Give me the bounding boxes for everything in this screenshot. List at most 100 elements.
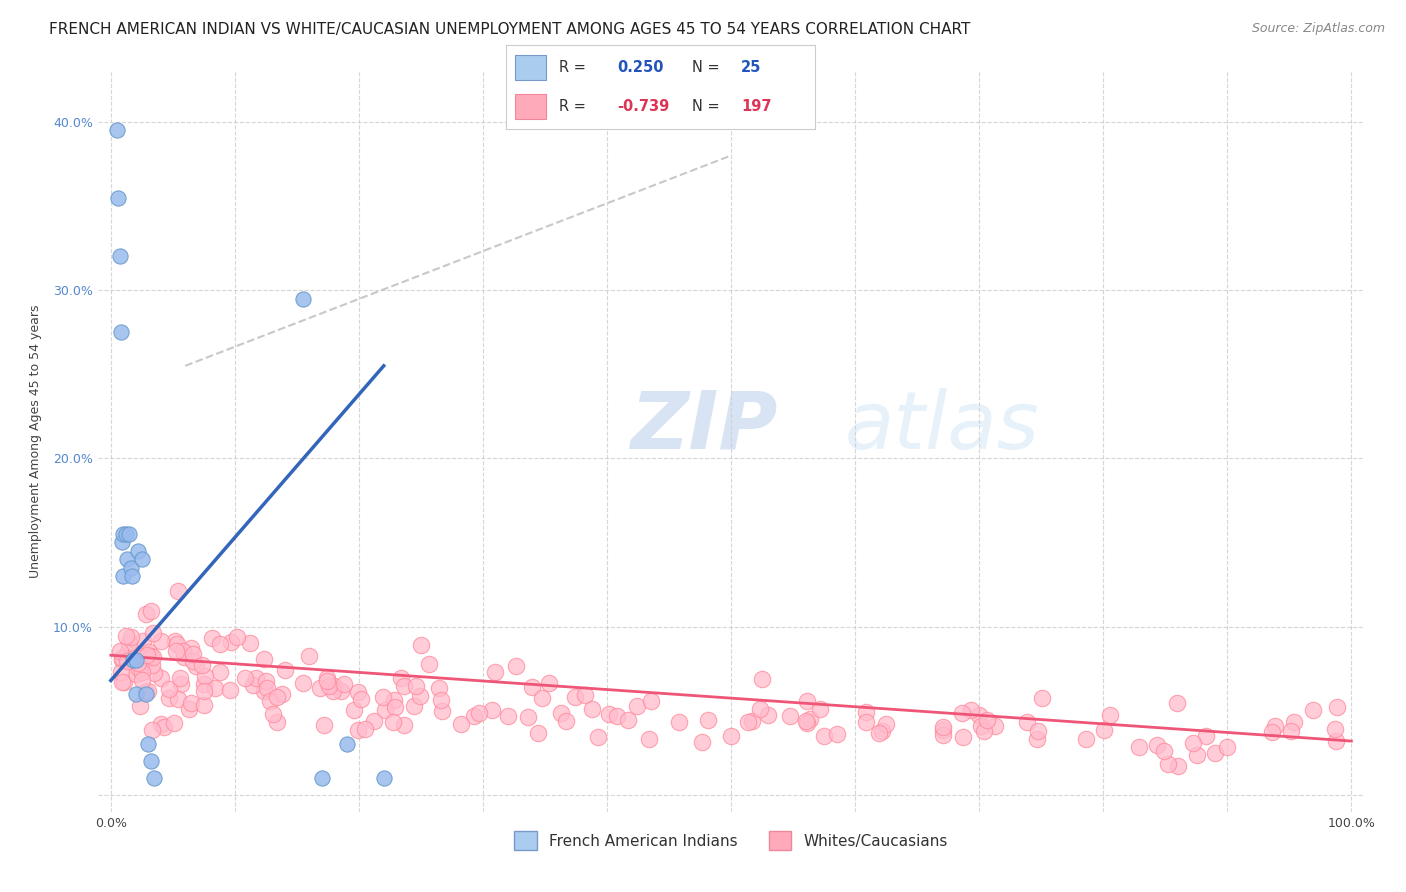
Point bbox=[404, 698, 426, 713]
Text: -0.739: -0.739 bbox=[617, 99, 669, 114]
Point bbox=[617, 713, 640, 727]
Point bbox=[450, 716, 472, 731]
Point bbox=[371, 690, 394, 704]
Point bbox=[970, 719, 993, 733]
Point bbox=[605, 709, 627, 723]
Point bbox=[517, 709, 540, 723]
Point bbox=[254, 673, 277, 688]
Point bbox=[311, 771, 333, 785]
Point bbox=[392, 679, 415, 693]
Point bbox=[108, 644, 131, 658]
Point bbox=[136, 683, 159, 698]
Point bbox=[463, 708, 485, 723]
Text: 197: 197 bbox=[741, 99, 772, 114]
Point bbox=[142, 665, 165, 680]
Point bbox=[111, 674, 134, 689]
Point bbox=[640, 694, 662, 708]
Point bbox=[309, 681, 332, 696]
Point bbox=[120, 560, 142, 574]
Point bbox=[389, 671, 412, 685]
Point bbox=[932, 729, 955, 743]
Point bbox=[112, 569, 135, 583]
Point bbox=[720, 730, 742, 744]
Point bbox=[245, 671, 267, 685]
Point bbox=[256, 681, 278, 696]
Point bbox=[322, 684, 344, 698]
Point bbox=[298, 649, 321, 664]
Point bbox=[813, 729, 835, 743]
Text: atlas: atlas bbox=[845, 388, 1040, 466]
Point bbox=[120, 650, 142, 665]
Point bbox=[350, 692, 373, 706]
Point bbox=[1128, 739, 1150, 754]
Point bbox=[141, 658, 163, 673]
Point bbox=[384, 700, 406, 714]
Point bbox=[427, 681, 450, 696]
Point bbox=[128, 662, 150, 676]
Point bbox=[172, 643, 194, 657]
Point bbox=[347, 723, 370, 737]
Point bbox=[111, 650, 134, 665]
Point bbox=[808, 701, 831, 715]
Point bbox=[741, 714, 763, 728]
Point bbox=[252, 684, 274, 698]
Point bbox=[163, 634, 186, 648]
Point bbox=[110, 325, 132, 339]
Point bbox=[1204, 746, 1226, 760]
Point bbox=[111, 535, 134, 549]
Text: FRENCH AMERICAN INDIAN VS WHITE/CAUCASIAN UNEMPLOYMENT AMONG AGES 45 TO 54 YEARS: FRENCH AMERICAN INDIAN VS WHITE/CAUCASIA… bbox=[49, 22, 970, 37]
Point bbox=[233, 671, 256, 685]
Point bbox=[696, 713, 718, 727]
Point bbox=[950, 706, 973, 720]
Point bbox=[129, 650, 152, 665]
Text: 0.250: 0.250 bbox=[617, 60, 664, 75]
Point bbox=[121, 569, 143, 583]
Point bbox=[134, 685, 156, 699]
Text: R =: R = bbox=[558, 60, 591, 75]
Point bbox=[105, 123, 128, 137]
Point bbox=[181, 654, 204, 668]
Point bbox=[139, 754, 162, 768]
Point bbox=[141, 723, 163, 737]
Point bbox=[157, 691, 180, 706]
Point bbox=[122, 653, 145, 667]
Point bbox=[153, 720, 176, 734]
Point bbox=[117, 644, 139, 658]
Point bbox=[1216, 739, 1239, 754]
Point bbox=[316, 674, 339, 689]
Point bbox=[124, 687, 146, 701]
Point bbox=[150, 716, 173, 731]
Point bbox=[1261, 724, 1284, 739]
Point bbox=[135, 687, 157, 701]
Point bbox=[1146, 738, 1168, 752]
Point bbox=[266, 690, 288, 704]
Point bbox=[204, 681, 226, 695]
Point bbox=[496, 708, 519, 723]
Point bbox=[142, 625, 165, 640]
Point bbox=[347, 685, 370, 699]
Point bbox=[959, 703, 981, 717]
Point bbox=[794, 714, 817, 728]
Point bbox=[117, 655, 139, 669]
Point bbox=[418, 657, 440, 671]
Point bbox=[259, 694, 281, 708]
Point bbox=[107, 190, 129, 204]
Point bbox=[191, 658, 214, 673]
Point bbox=[120, 630, 142, 644]
Point bbox=[363, 714, 385, 729]
Point bbox=[855, 715, 877, 730]
Point bbox=[291, 676, 314, 690]
Point bbox=[550, 706, 572, 721]
Point bbox=[266, 714, 288, 729]
Point bbox=[973, 724, 995, 739]
Point bbox=[527, 726, 550, 740]
Point bbox=[868, 725, 890, 739]
Point bbox=[1324, 722, 1347, 736]
Point bbox=[537, 676, 560, 690]
Text: Source: ZipAtlas.com: Source: ZipAtlas.com bbox=[1251, 22, 1385, 36]
Point bbox=[131, 552, 153, 566]
Point bbox=[165, 644, 187, 658]
Point bbox=[1326, 700, 1348, 714]
Point bbox=[751, 673, 773, 687]
FancyBboxPatch shape bbox=[516, 94, 547, 120]
